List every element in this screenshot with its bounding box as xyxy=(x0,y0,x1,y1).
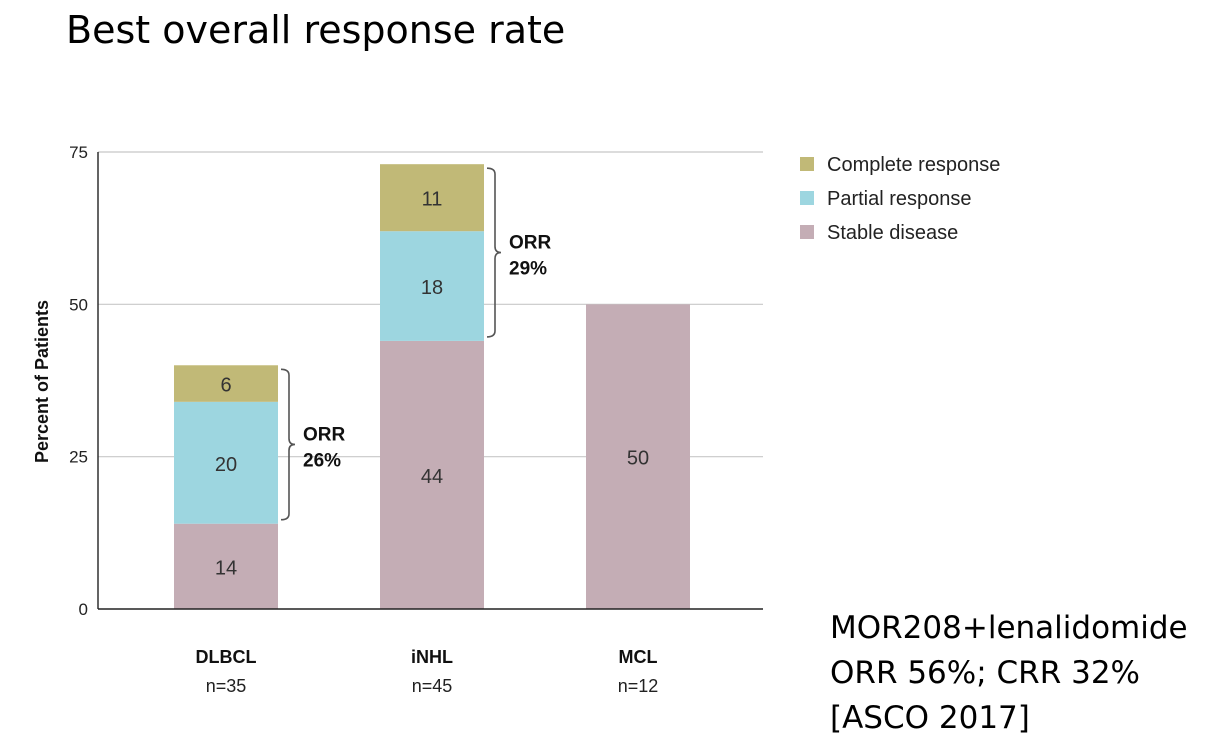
orr-bracket-DLBCL xyxy=(280,368,296,521)
x-category-label-iNHL: iNHL xyxy=(411,647,453,667)
legend-swatch-stable-disease xyxy=(800,225,814,239)
bar-DLBCL-stable-disease xyxy=(174,523,278,609)
note-line-3: [ASCO 2017] xyxy=(830,700,1030,736)
x-category-label-DLBCL: DLBCL xyxy=(196,647,257,667)
legend-label: Partial response xyxy=(827,188,972,210)
note-line-2: ORR 56%; CRR 32% xyxy=(830,655,1141,691)
bar-iNHL-complete-response xyxy=(380,164,484,232)
bar-value-label: 50 xyxy=(627,448,649,470)
y-axis-title: Percent of Patients xyxy=(32,300,52,463)
legend-swatch-complete-response xyxy=(800,157,814,171)
bar-value-label: 14 xyxy=(215,557,237,579)
x-category-sublabel: n=45 xyxy=(412,676,453,696)
legend-swatch-partial-response xyxy=(800,191,814,205)
legend-label: Complete response xyxy=(827,154,1000,176)
note-line-1: MOR208+lenalidomide xyxy=(830,610,1188,646)
x-category-label-MCL: MCL xyxy=(619,647,658,667)
orr-bracket-iNHL xyxy=(486,167,502,338)
bar-DLBCL-complete-response xyxy=(174,365,278,402)
bar-value-label: 6 xyxy=(220,375,231,397)
bar-DLBCL-partial-response xyxy=(174,401,278,524)
bar-value-label: 44 xyxy=(421,466,443,488)
bar-value-label: 11 xyxy=(422,189,443,211)
x-category-sublabel: n=12 xyxy=(618,676,659,696)
y-tick-label-0: 0 xyxy=(79,600,88,619)
y-tick-label-50: 50 xyxy=(69,295,88,314)
orr-label: ORR xyxy=(303,424,346,445)
bars: 14 20 6 44 18 11 50 xyxy=(174,164,690,609)
y-tick-label-75: 75 xyxy=(69,143,88,162)
slide-title: Best overall response rate xyxy=(66,8,566,52)
axes: 0 25 50 75 DLBCL n=35 iNHL n=45 MCL n=12 Percent o… xyxy=(32,143,763,696)
bar-MCL-stable-disease xyxy=(586,304,690,609)
orr-value: 29% xyxy=(509,259,547,280)
orr-value: 26% xyxy=(303,450,341,471)
legend-label: Stable disease xyxy=(827,222,958,244)
bar-iNHL-partial-response xyxy=(380,231,484,341)
bar-iNHL-stable-disease xyxy=(380,340,484,609)
x-category-sublabel: n=35 xyxy=(206,676,247,696)
bar-value-label: 20 xyxy=(215,454,237,476)
legend: Complete response Partial response Stable … xyxy=(800,154,1000,244)
y-tick-label-25: 25 xyxy=(69,448,88,467)
orr-label: ORR xyxy=(509,233,552,254)
bar-value-label: 18 xyxy=(421,277,443,299)
annotations: ORR 26% ORR 29% xyxy=(280,167,552,521)
